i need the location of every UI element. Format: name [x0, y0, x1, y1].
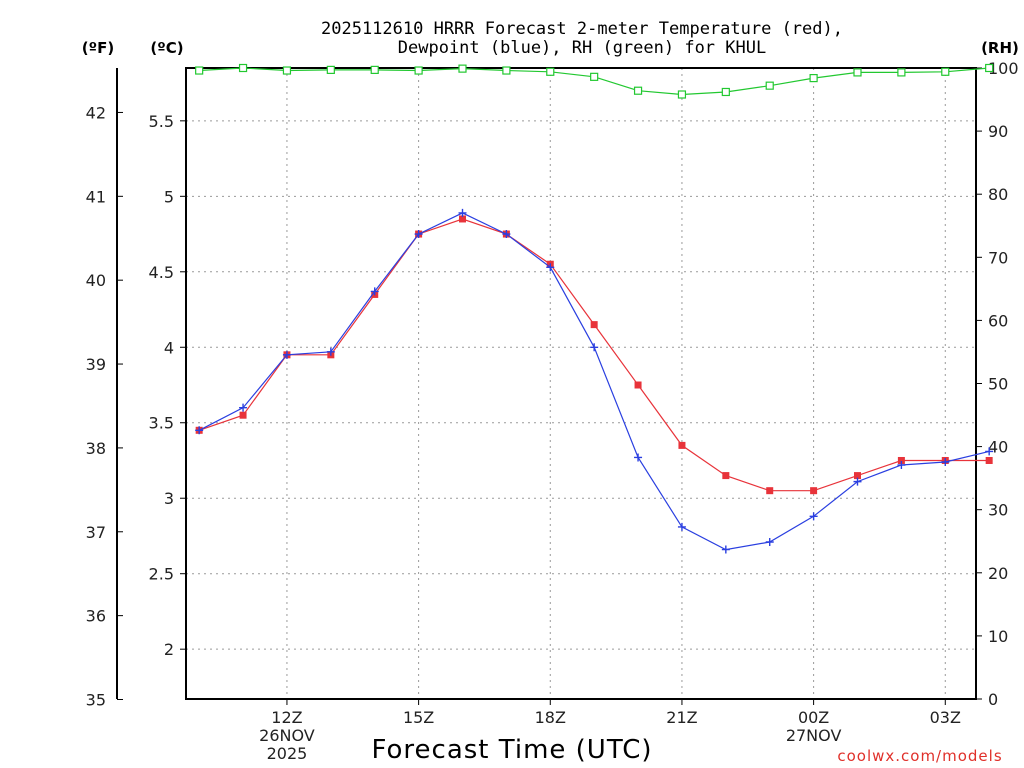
dewpoint-point [414, 230, 423, 239]
celsius-tick-label: 2.5 [149, 565, 174, 584]
time-tick-label: 00Z [798, 708, 829, 727]
dewpoint-point [326, 347, 335, 356]
rh-point [633, 86, 643, 95]
temperature-point [239, 411, 247, 419]
temperature-point [722, 472, 730, 480]
celsius-tick-label: 3 [164, 489, 174, 508]
rh-tick-label: 100 [988, 59, 1019, 78]
x-axis-label: Forecast Time (UTC) [371, 735, 652, 765]
celsius-tick-label: 4.5 [149, 263, 174, 282]
dewpoint-point [282, 350, 291, 359]
rh-tick-label: 0 [988, 690, 998, 709]
rh-point [282, 66, 292, 75]
rh-point [985, 63, 994, 73]
celsius-tick-label: 4 [164, 338, 174, 357]
temperature-point [897, 456, 905, 464]
dewpoint-point [809, 512, 818, 521]
rh-point [941, 67, 950, 76]
credit-text[interactable]: coolwx.com/models [837, 747, 1002, 765]
rh-point [765, 81, 774, 90]
rh-point [370, 65, 379, 74]
dewpoint-point [634, 453, 643, 462]
fahrenheit-axis: 35 36 37 38 39 40 41 42 [86, 103, 123, 710]
fahrenheit-unit-label: (ºF) [82, 39, 114, 57]
temperature-point [854, 472, 861, 480]
rh-unit-label: (RH) [981, 39, 1019, 57]
data-series [195, 63, 994, 554]
rh-point [590, 72, 599, 81]
rh-tick-label: 80 [988, 185, 1008, 204]
rh-tick-label: 20 [988, 564, 1008, 583]
dewpoint-point [765, 538, 774, 547]
dewpoint-point [677, 522, 686, 531]
date-label: 26NOV [259, 726, 315, 745]
rh-tick-label: 90 [988, 122, 1008, 141]
rh-tick-label: 40 [988, 438, 1008, 457]
time-tick-label: 15Z [403, 708, 434, 727]
fahrenheit-tick-label: 40 [86, 271, 106, 290]
dewpoint-point [721, 545, 730, 554]
temperature-point [590, 321, 598, 329]
rh-tick-label: 70 [988, 248, 1008, 267]
temperature-point [634, 381, 642, 389]
time-tick-label: 21Z [666, 708, 697, 727]
rh-point [458, 64, 467, 73]
rh-point [677, 90, 687, 99]
dewpoint-point [458, 208, 467, 217]
rh-point [546, 67, 555, 76]
fahrenheit-tick-label: 41 [86, 187, 106, 206]
year-label: 2025 [267, 744, 308, 763]
temperature-point [766, 487, 774, 495]
fahrenheit-tick-label: 38 [86, 439, 106, 458]
dewpoint-point [853, 477, 862, 486]
dewpoint-point [502, 230, 511, 239]
dewpoint-point [897, 461, 906, 470]
celsius-tick-label: 5 [164, 187, 174, 206]
rh-point [238, 63, 248, 73]
rh-point [502, 66, 511, 75]
fahrenheit-tick-label: 37 [86, 523, 106, 542]
rh-point [326, 65, 335, 74]
rh-tick-label: 60 [988, 311, 1008, 330]
date-label: 27NOV [786, 726, 842, 745]
time-tick-label: 18Z [535, 708, 566, 727]
rh-tick-label: 30 [988, 501, 1008, 520]
temperature-point [810, 487, 818, 495]
rh-point [195, 66, 204, 75]
fahrenheit-tick-label: 36 [86, 607, 106, 626]
chart-title-line2: Dewpoint (blue), RH (green) for KHUL [398, 38, 766, 58]
chart-title-line1: 2025112610 HRRR Forecast 2-meter Tempera… [321, 19, 843, 39]
dewpoint-point [546, 263, 555, 272]
temperature-point [678, 441, 686, 449]
rh-tick-label: 50 [988, 375, 1008, 394]
dewpoint-point [985, 447, 994, 456]
temperature-point [985, 456, 993, 464]
time-tick-label: 12Z [271, 708, 302, 727]
rh-point [809, 73, 818, 83]
rh-point [721, 87, 730, 97]
rh-point [897, 68, 906, 77]
rh-axis: 0 10 20 30 40 50 60 70 80 90 100 [976, 59, 1019, 709]
fahrenheit-tick-label: 42 [86, 103, 106, 122]
dewpoint-point [370, 287, 379, 296]
fahrenheit-tick-label: 39 [86, 355, 106, 374]
rh-point [414, 66, 423, 75]
dewpoint-point [590, 343, 599, 352]
fahrenheit-tick-label: 35 [86, 691, 106, 710]
dewpoint-point [941, 457, 950, 466]
celsius-tick-label: 5.5 [149, 112, 174, 131]
time-tick-label: 03Z [930, 708, 961, 727]
celsius-tick-label: 2 [164, 640, 174, 659]
dewpoint-point [239, 403, 248, 412]
celsius-axis: 2 2.5 3 3.5 4 4.5 5 5.5 [149, 112, 186, 659]
temperature-point [459, 215, 466, 223]
celsius-tick-label: 3.5 [149, 414, 174, 433]
rh-tick-label: 10 [988, 627, 1008, 646]
celsius-unit-label: (ºC) [150, 39, 183, 57]
rh-point [853, 68, 862, 77]
dewpoint-point [195, 426, 204, 435]
